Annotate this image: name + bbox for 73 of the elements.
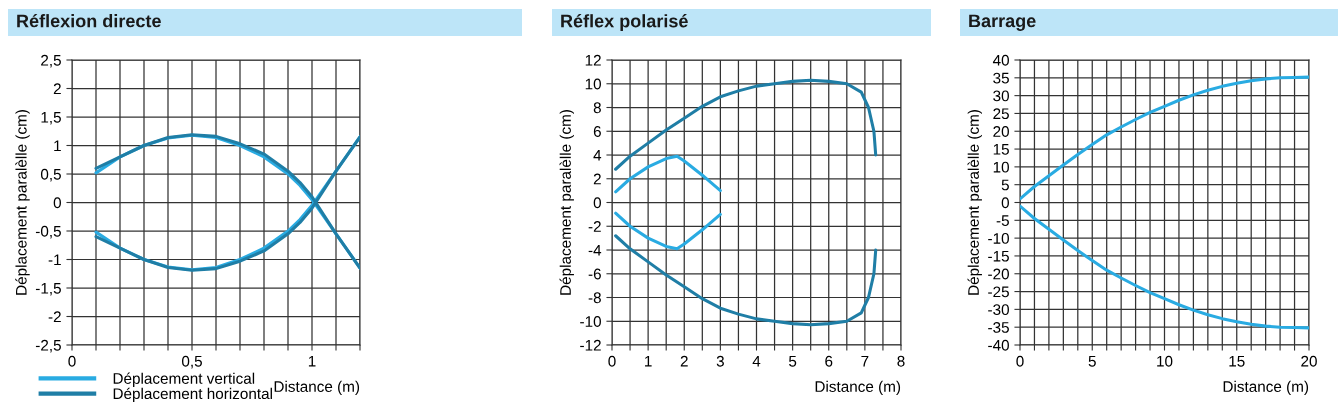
y-tick-label: 35 — [993, 72, 1009, 84]
y-tick-label: -15 — [988, 250, 1009, 262]
line-series — [614, 154, 722, 194]
y-tick-label: 0 — [1001, 197, 1009, 209]
y-tick-label: 30 — [993, 90, 1009, 102]
y-tick-label: -25 — [988, 286, 1009, 298]
y-tick-label: 2,5 — [41, 54, 61, 68]
x-tick-label: 5 — [1088, 355, 1096, 367]
x-tick-label: 0 — [608, 355, 616, 367]
y-tick-label: 1 — [54, 140, 61, 152]
y-tick-label: 0 — [593, 197, 601, 209]
y-tick-label: 15 — [993, 144, 1009, 155]
x-axis-title: Distance (m) — [1223, 380, 1309, 395]
x-tick-label: 15 — [1229, 355, 1245, 367]
x-tick-label: 0,5 — [181, 355, 202, 369]
line-series — [614, 234, 878, 327]
y-tick-label: -10 — [988, 232, 1009, 244]
y-tick-label: -4 — [588, 245, 602, 256]
y-tick-label: 5 — [1001, 179, 1009, 191]
chart-title: Barrage — [969, 14, 1036, 31]
x-tick-label: 0 — [1016, 355, 1024, 367]
x-tick-label: 1 — [308, 355, 316, 367]
y-tick-label: -2,5 — [35, 339, 61, 353]
y-tick-label: -1 — [48, 254, 61, 266]
y-tick-label: 40 — [992, 54, 1009, 66]
y-tick-label: -2 — [48, 311, 61, 323]
y-tick-label: -5 — [996, 215, 1009, 226]
y-tick-label: -8 — [588, 292, 601, 304]
y-tick-label: 2 — [53, 83, 61, 95]
y-tick-label: -1,5 — [35, 283, 61, 296]
y-tick-label: 4 — [593, 150, 602, 161]
x-axis-title: Distance (m) — [274, 380, 360, 395]
y-tick-label: 0 — [53, 197, 61, 209]
x-tick-label: 20 — [1301, 355, 1317, 367]
y-tick-label: -35 — [988, 322, 1009, 333]
y-tick-label: -6 — [588, 268, 601, 280]
x-tick-label: 5 — [788, 355, 797, 367]
x-tick-label: 4 — [752, 355, 761, 367]
y-tick-label: -12 — [580, 339, 601, 351]
x-tick-label: 1 — [645, 355, 652, 367]
y-axis-title: Déplacement paralèlle (cm) — [967, 110, 982, 295]
y-tick-label: 10 — [993, 161, 1009, 173]
y-axis-title: Déplacement paralèlle (cm) — [15, 110, 30, 295]
x-tick-label: 7 — [861, 355, 869, 367]
y-tick-label: 8 — [593, 102, 601, 114]
chart-title: Réflex polarisé — [561, 14, 688, 31]
y-tick-label: 10 — [585, 78, 601, 90]
x-tick-label: 3 — [716, 355, 724, 367]
x-axis-title: Distance (m) — [815, 380, 901, 395]
y-tick-label: -20 — [988, 268, 1009, 280]
line-series — [614, 78, 878, 171]
y-tick-label: -2 — [588, 221, 601, 232]
chart-title: Réflexion directe — [17, 13, 161, 28]
x-tick-label: 10 — [1157, 355, 1173, 367]
y-tick-label: -10 — [580, 316, 601, 327]
y-tick-label: -30 — [988, 304, 1009, 316]
y-tick-label: 2 — [593, 173, 601, 185]
legend-label: Déplacement horizontal — [113, 387, 272, 403]
line-series — [614, 211, 722, 251]
x-tick-label: 2 — [680, 355, 688, 367]
y-tick-label: -0,5 — [35, 225, 61, 239]
y-tick-label: 12 — [585, 54, 601, 66]
y-tick-label: 1,5 — [41, 112, 61, 125]
y-axis-title: Déplacement paralèlle (cm) — [559, 110, 574, 295]
y-tick-label: 6 — [593, 126, 601, 137]
x-tick-label: 8 — [897, 355, 905, 367]
y-tick-label: 20 — [993, 126, 1009, 137]
y-tick-label: -40 — [988, 339, 1009, 351]
x-tick-label: 0 — [68, 355, 76, 367]
y-tick-label: 25 — [993, 108, 1009, 120]
legend-label: Déplacement vertical — [113, 372, 255, 387]
x-tick-label: 6 — [825, 355, 833, 367]
y-tick-label: 0,5 — [40, 168, 61, 182]
